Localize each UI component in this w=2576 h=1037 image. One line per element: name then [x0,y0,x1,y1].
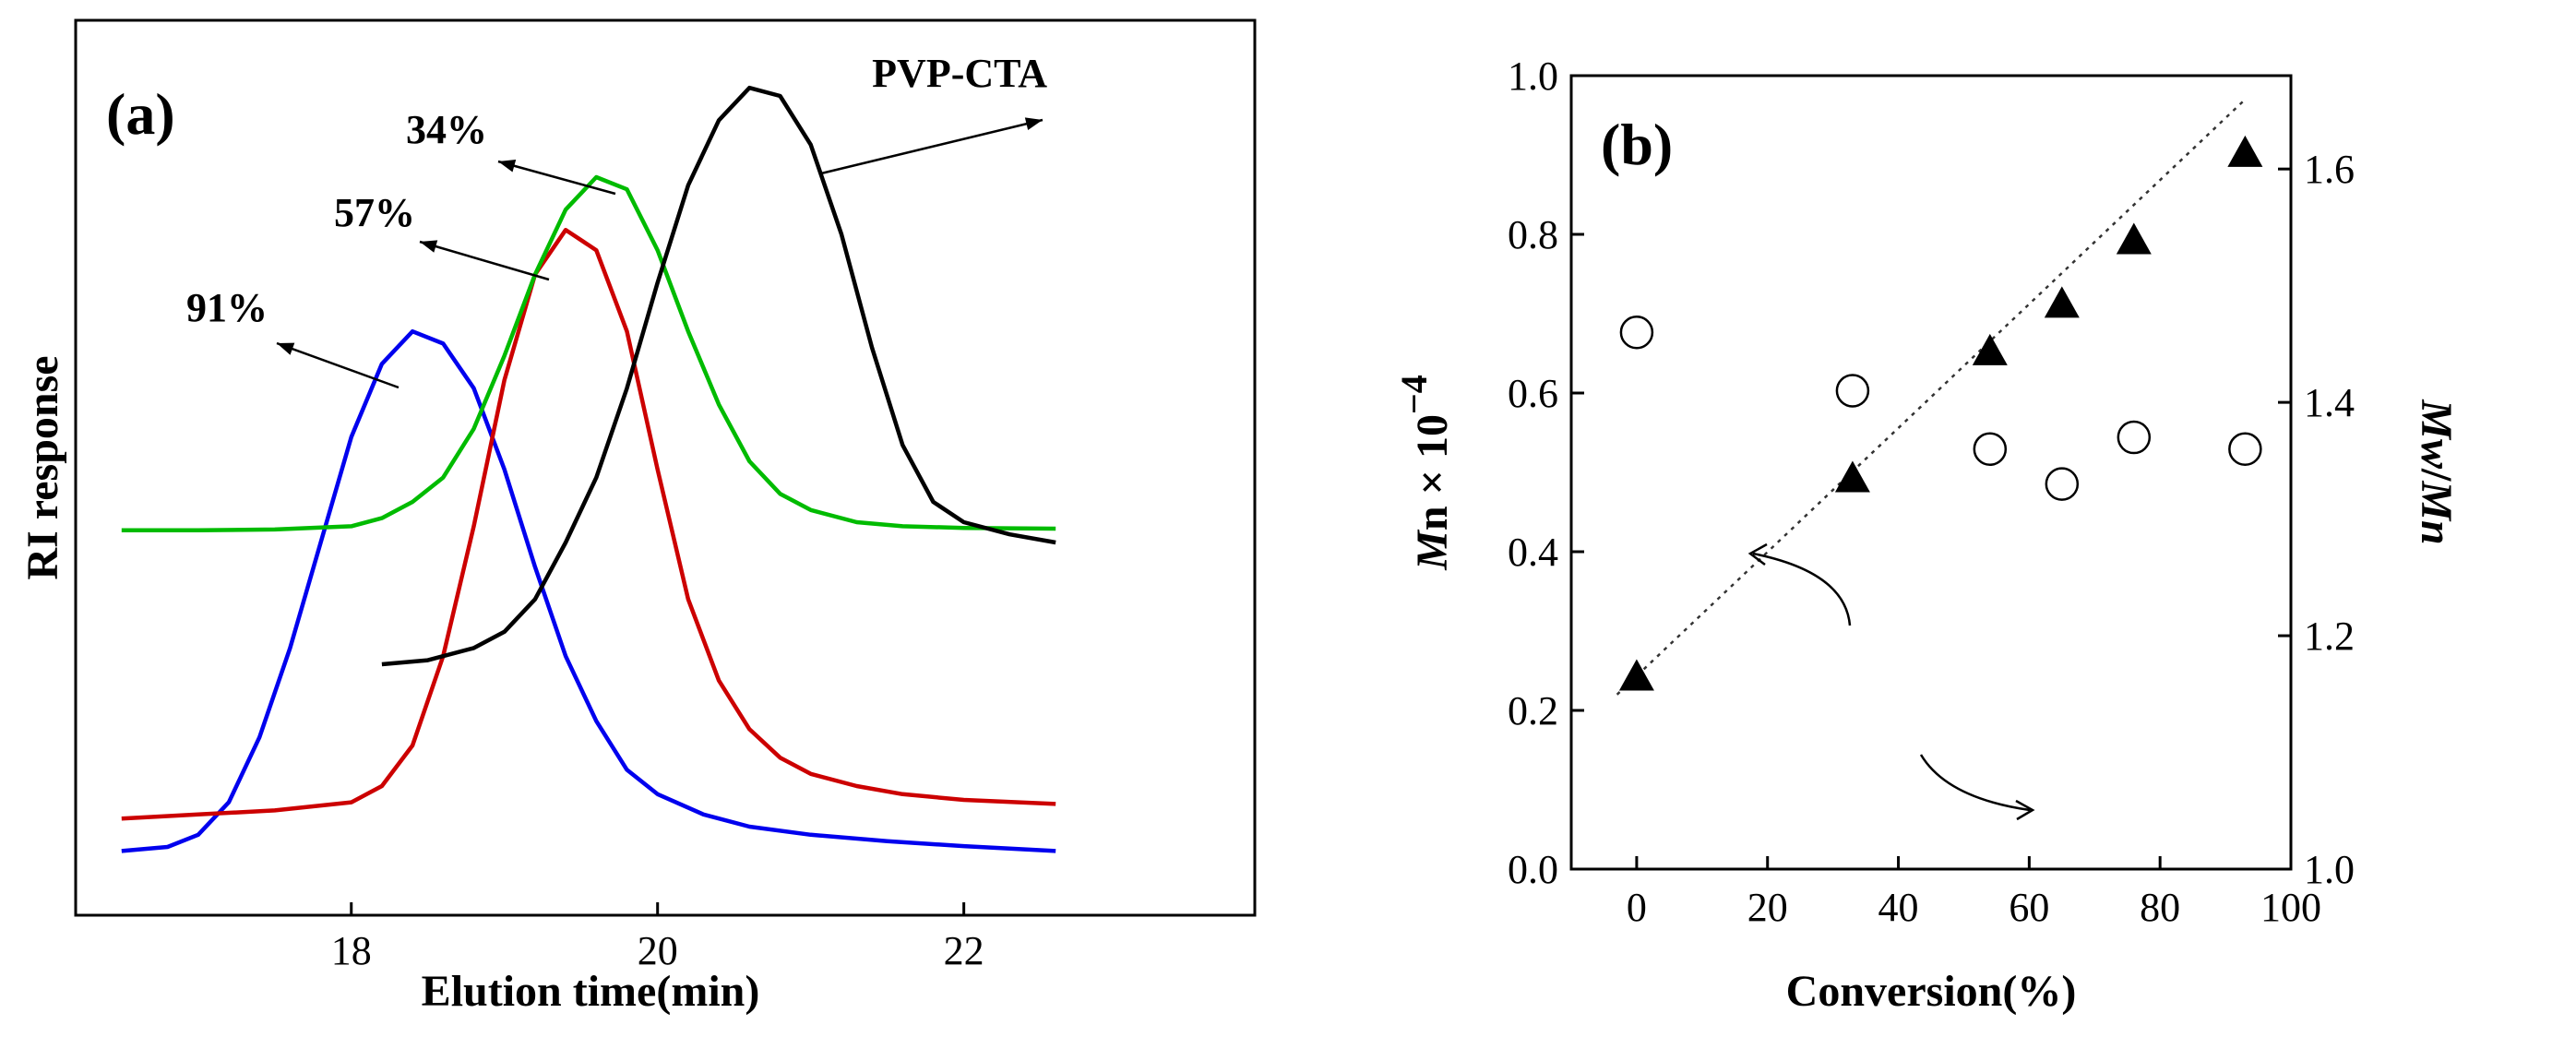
circle-point-3 [2045,467,2080,501]
panel-b-points [1618,135,2263,691]
b-yl-tick-label-0.2: 0.2 [1508,688,1558,733]
annotation-57pct: 57% [334,190,415,235]
panel-a-annotations: 91% 57% 34% PVP-CTA [186,51,1047,389]
arrowhead-34pct [498,160,517,173]
panel-a: (a) 18 20 22 91% 57% 34% PVP-CTA Elution time… [18,18,1257,1016]
triangle-point-0 [1618,659,1654,691]
panel-a-frame [74,18,1257,917]
triangle-point-4 [2116,222,2152,255]
curve-34pct [121,174,1056,533]
panel-b-arrows [1747,542,2035,821]
arrowhead-pvp-cta [1024,117,1043,131]
panel-b-label: (b) [1601,112,1673,177]
panel-b-ticks: 0 20 40 60 80 100 0.0 0.2 0.4 0.6 0.8 1.0 1.0 1.2 1.4 1… [1508,54,2355,930]
triangle-point-2 [1972,333,2008,365]
circle-point-5 [2228,432,2262,466]
curved-arrow-left [1752,552,1852,626]
b-x-tick-label-0: 0 [1627,885,1647,930]
b-yl-tick-label-0.4: 0.4 [1508,530,1558,575]
b-yl-tick-label-1.0: 1.0 [1508,54,1558,99]
b-x-tick-label-40: 40 [1878,885,1919,930]
panel-a-y-axis-title: RI response [18,355,67,579]
b-yr-tick-label-1.4: 1.4 [2304,380,2355,425]
panel-b-y-axis-title-right: Mw/Mn [2412,399,2461,544]
panel-a-x-ticks: 18 20 22 [331,902,984,973]
curved-arrow-right-head [2015,799,2035,821]
x-tick-label-20: 20 [638,928,678,973]
b-x-tick-label-100: 100 [2260,885,2321,930]
b-x-tick-label-20: 20 [1747,885,1788,930]
panel-b: (b) 0 20 40 60 80 100 0.0 0.2 0.4 0.6 0.8 1.0 1.0 1.2… [1393,54,2461,1016]
triangle-point-5 [2227,135,2263,167]
curved-arrow-left-head [1747,542,1768,566]
panel-b-fit-line [1616,98,2247,696]
b-x-tick-label-60: 60 [2009,885,2049,930]
annotation-34pct: 34% [406,107,487,152]
circle-point-4 [2117,420,2152,455]
x-tick-label-22: 22 [944,928,984,973]
b-yr-tick-label-1.2: 1.2 [2304,614,2355,659]
panel-a-curves [121,85,1056,853]
x-tick-label-18: 18 [331,928,372,973]
arrowhead-57pct [420,240,438,253]
panel-b-y-axis-title-left: Mn × 10−4 [1393,375,1457,571]
panel-b-x-axis-title: Conversion(%) [1786,967,2077,1016]
b-yl-tick-label-0.6: 0.6 [1508,371,1558,416]
circle-point-0 [1619,315,1654,350]
curve-57pct [121,227,1056,821]
arrow-57pct [419,240,550,281]
triangle-point-1 [1834,460,1870,493]
panel-a-label: (a) [106,81,175,147]
b-yr-tick-label-1.6: 1.6 [2304,147,2355,192]
triangle-point-3 [2044,286,2080,318]
circle-point-1 [1835,374,1870,408]
curved-arrow-right [1919,754,2031,812]
panel-b-frame [1569,74,2293,871]
arrow-34pct [497,160,616,196]
annotation-pvp-cta: PVP-CTA [872,51,1047,96]
panel-a-x-axis-title: Elution time(min) [422,967,760,1016]
b-yr-tick-label-1.0: 1.0 [2304,847,2355,892]
arrow-pvp-cta [820,118,1044,175]
b-x-tick-label-80: 80 [2140,885,2180,930]
arrow-91pct [276,341,400,389]
curve-pvp-cta [381,85,1056,667]
b-yl-tick-label-0.8: 0.8 [1508,212,1558,257]
circle-point-2 [1973,432,2008,466]
curve-91pct [121,328,1056,853]
b-yl-tick-label-0.0: 0.0 [1508,847,1558,892]
arrowhead-91pct [277,342,295,355]
annotation-91pct: 91% [186,285,268,330]
